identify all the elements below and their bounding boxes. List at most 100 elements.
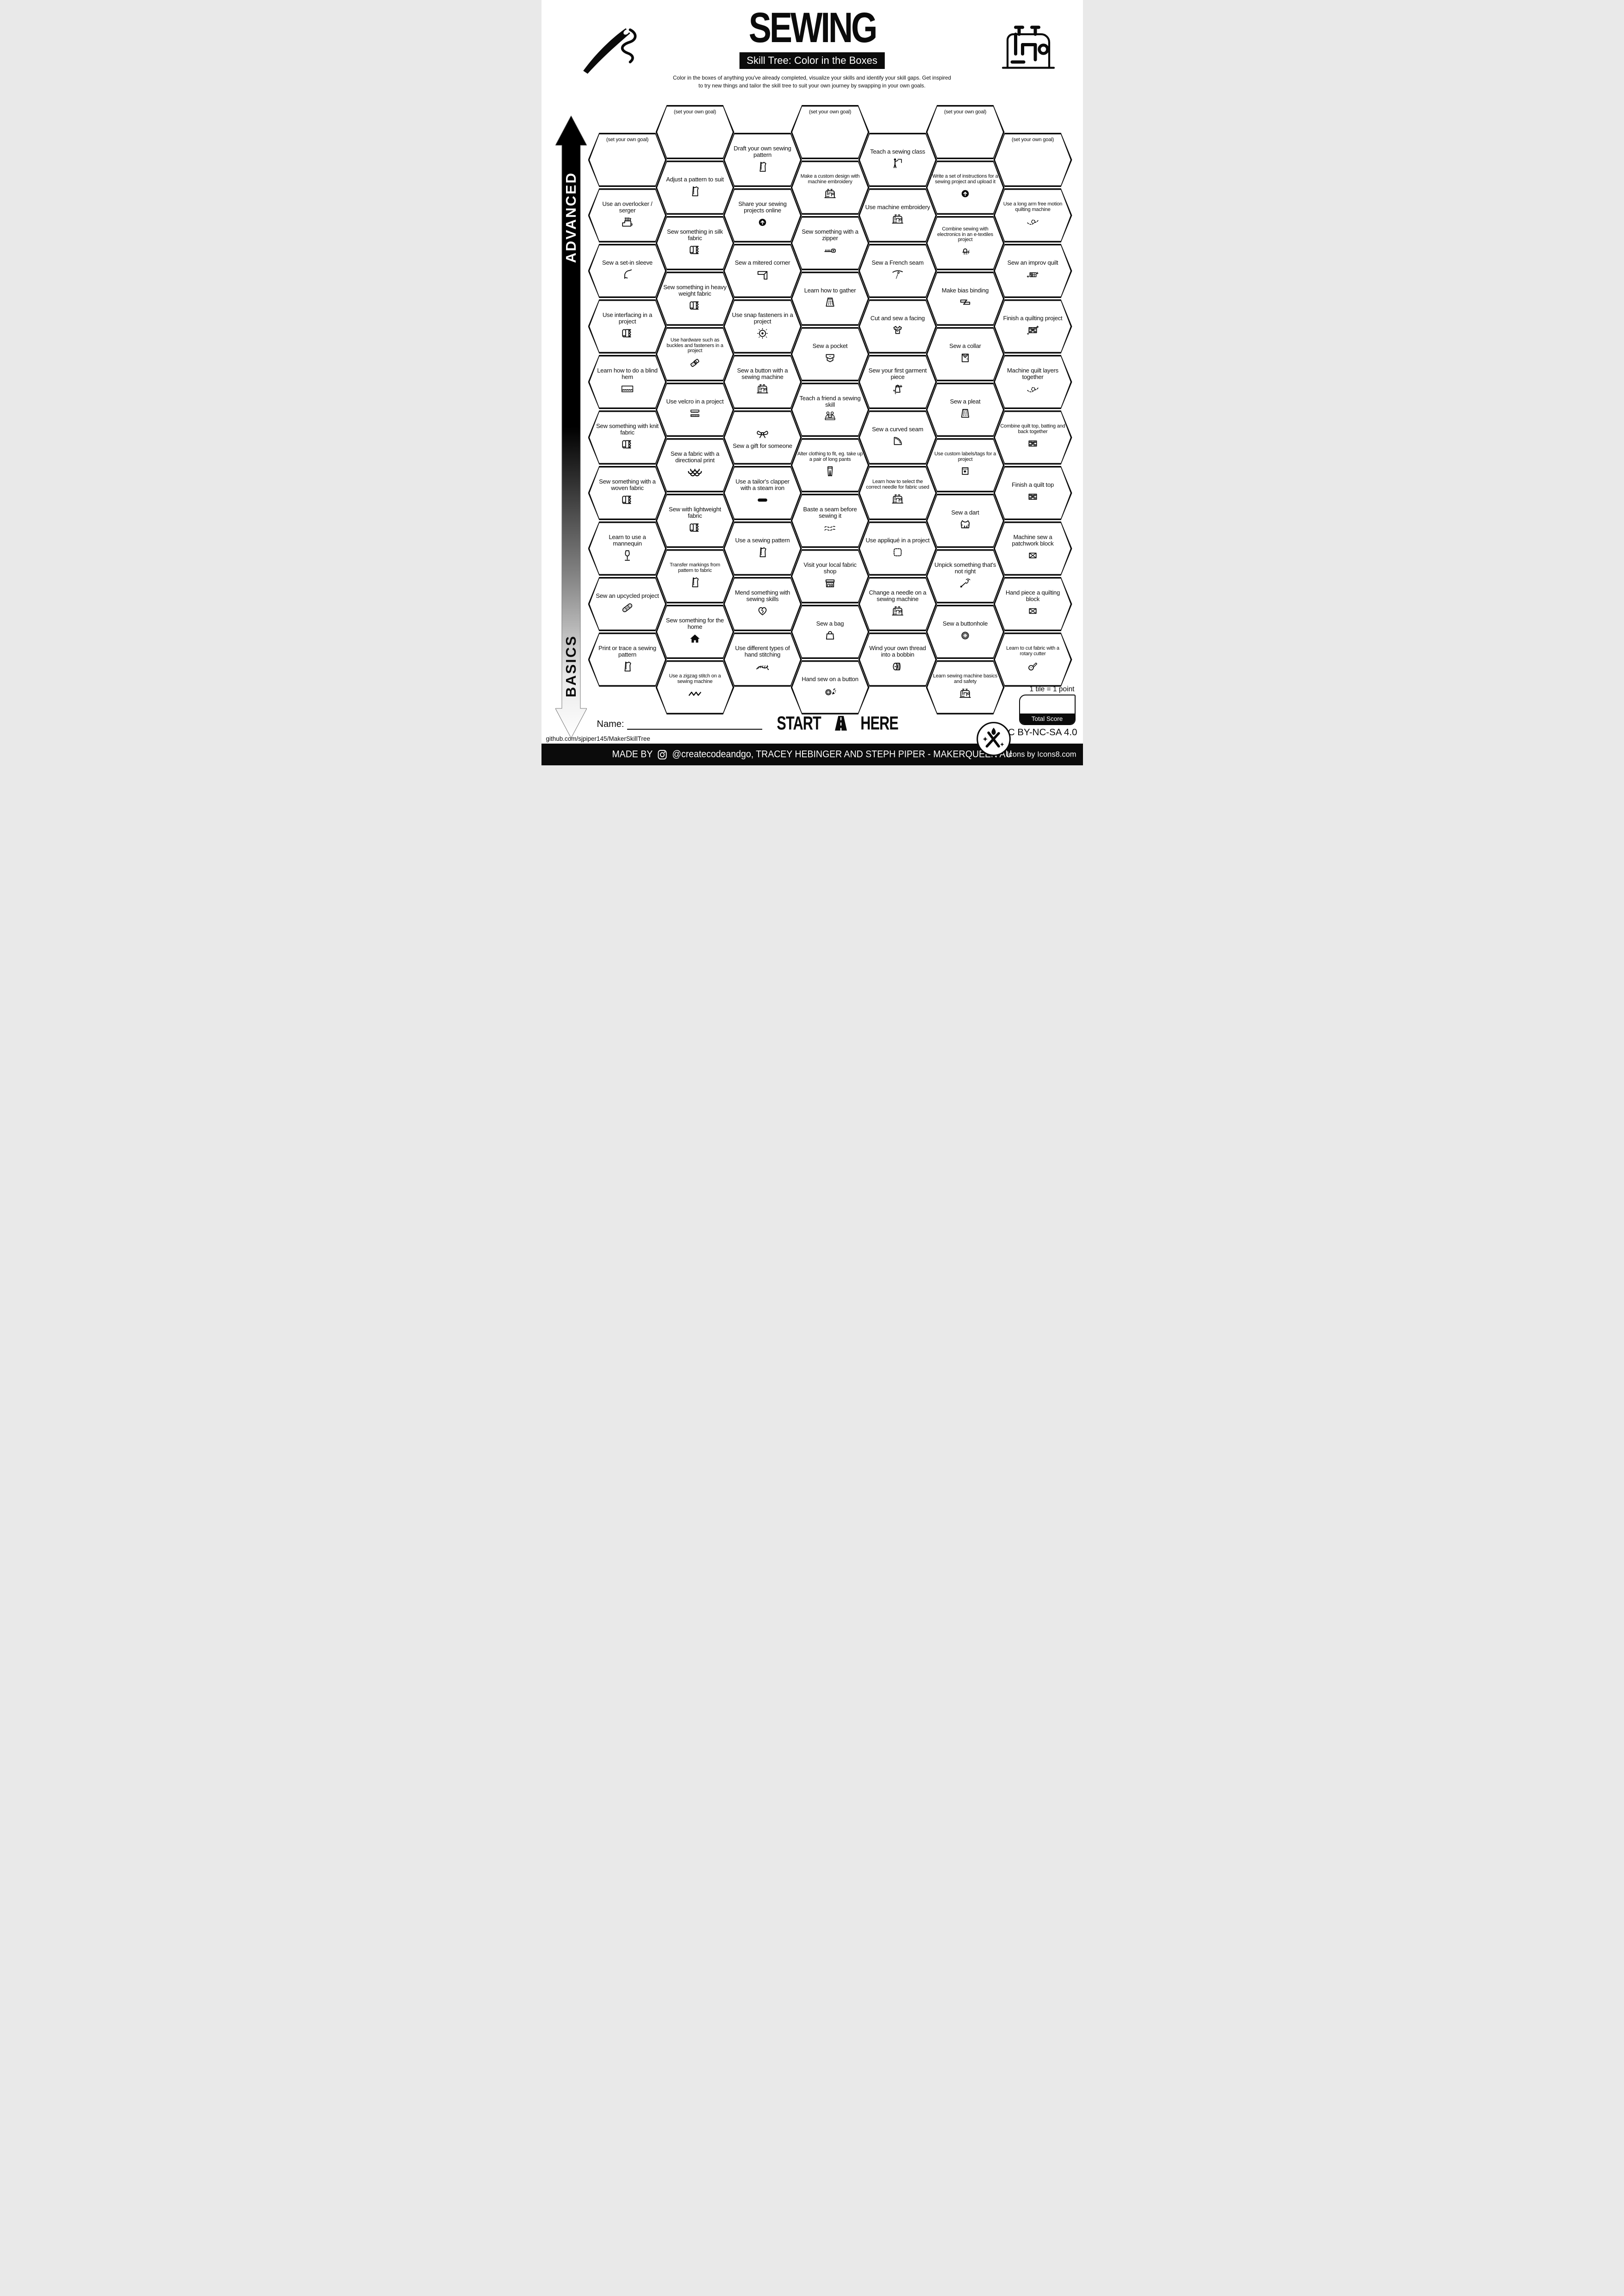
skill-tile[interactable]: Sew something with a zipper [791,216,870,270]
skill-tile[interactable]: Mend something with sewing skills [723,577,802,631]
hex-border [588,633,667,687]
skill-tile[interactable]: Use snap fasteners in a project [723,299,802,354]
skill-tile-label: Hand piece a quilting block [1005,589,1060,602]
skill-tile[interactable]: (set your own goal) [994,133,1072,187]
skill-tile[interactable]: Combine sewing with electronics in an e-… [926,216,1005,270]
skill-tile[interactable]: Learn sewing machine basics and safety [926,660,1005,714]
skill-tile[interactable]: Use an overlocker / serger [588,188,667,242]
skill-tile[interactable]: Machine sew a patchwork block [994,521,1072,576]
hex-border [926,216,1005,270]
hex-border [791,161,870,215]
skill-tile[interactable]: Teach a sewing class [859,133,937,187]
skill-tile[interactable]: Use hardware such as buckles and fastene… [656,327,734,381]
hex-border [994,355,1072,409]
skill-tile[interactable]: Make bias binding [926,272,1005,326]
skill-tile[interactable]: (set your own goal) [656,105,734,159]
skill-tile[interactable]: Teach a friend a sewing skill [791,383,870,437]
skill-tile-label: Sew something with knit fabric [596,422,659,436]
skill-tile[interactable]: Sew an improv quilt [994,244,1072,298]
skill-tile[interactable]: Draft your own sewing pattern [723,133,802,187]
skill-tile[interactable]: Use interfacing in a project [588,299,667,354]
skill-tile[interactable]: Share your sewing projects online [723,188,802,242]
skill-tile[interactable]: Sew a bag [791,605,870,659]
hex-border [994,577,1072,631]
skill-tile-label: Use interfacing in a project [602,311,653,325]
skill-tile[interactable]: Use a sewing pattern [723,521,802,576]
skill-tile[interactable]: Print or trace a sewing pattern [588,633,667,687]
skill-tile[interactable]: Sew a mitered corner [723,244,802,298]
skill-tile[interactable]: Use different types of hand stitching [723,633,802,687]
skill-tile[interactable]: Sew a pleat [926,383,1005,437]
skill-tile[interactable]: Baste a seam before sewing it [791,494,870,548]
skill-tile[interactable]: Combine quilt top, batting and back toge… [994,410,1072,465]
skill-tile[interactable]: Sew an upcycled project [588,577,667,631]
skill-tile[interactable]: Visit your local fabric shop [791,549,870,603]
skill-tile[interactable]: Sew a collar [926,327,1005,381]
skill-tile[interactable]: Hand piece a quilting block [994,577,1072,631]
skill-tile[interactable]: Sew your first garment piece [859,355,937,409]
skill-tile[interactable]: Sew a pocket [791,327,870,381]
hex-border [791,216,870,270]
skill-tile[interactable]: Adjust a pattern to suit [656,161,734,215]
skill-tile[interactable]: Learn how to select the correct needle f… [859,466,937,520]
skill-tile[interactable]: Sew something with knit fabric [588,410,667,465]
skill-tile[interactable]: Make a custom design with machine embroi… [791,161,870,215]
total-score-box[interactable]: Total Score [1019,695,1076,725]
skill-tile[interactable]: Use machine embroidery [859,188,937,242]
skill-tile[interactable]: Sew something for the home [656,605,734,659]
skill-tile-label: Combine quilt top, batting and back toge… [1000,423,1065,434]
skill-tile[interactable]: Unpick something that's not right [926,549,1005,603]
skill-tile[interactable]: Use a tailor's clapper with a steam iron [723,466,802,520]
rotary-icon [1025,658,1040,673]
skill-tile[interactable]: Transfer markings from pattern to fabric [656,549,734,603]
skill-tile[interactable]: Learn how to do a blind hem [588,355,667,409]
skill-tile[interactable]: Hand sew on a button [791,660,870,714]
skill-tile[interactable]: Sew a dart [926,494,1005,548]
skill-tile[interactable]: Learn to use a mannequin [588,521,667,576]
skill-tile[interactable]: Sew a fabric with a directional print [656,438,734,492]
skill-tile[interactable]: Sew a set-in sleeve [588,244,667,298]
skill-tile[interactable]: Use custom labels/tags for a project [926,438,1005,492]
skill-tile[interactable]: Change a needle on a sewing machine [859,577,937,631]
skill-tile-label: Sew a bag [816,620,844,627]
hex-border [859,355,937,409]
skill-tile[interactable]: Learn how to gather [791,272,870,326]
skill-tile[interactable]: Sew with lightweight fabric [656,494,734,548]
skill-tile[interactable]: Finish a quilting project [994,299,1072,354]
skill-tile[interactable]: Wind your own thread into a bobbin [859,633,937,687]
skill-tile[interactable]: Finish a quilt top [994,466,1072,520]
skill-tile[interactable]: Learn to cut fabric with a rotary cutter [994,633,1072,687]
skill-tile[interactable]: Write a set of instructions for a sewing… [926,161,1005,215]
skill-tile-label: Sew something with a zipper [802,228,859,242]
skill-tile-label: (set your own goal) [1011,137,1054,143]
skill-tile[interactable]: Use a long arm free motion quilting mach… [994,188,1072,242]
hex-border [791,494,870,548]
hex-border [656,383,734,437]
skill-tile[interactable]: Cut and sew a facing [859,299,937,354]
skill-tile[interactable]: Sew something with a woven fabric [588,466,667,520]
machine-icon [890,211,905,227]
skill-tile-label: Sew a curved seam [872,425,923,433]
skill-tile[interactable]: Sew something in heavy weight fabric [656,272,734,326]
skill-tile[interactable]: Use appliqué in a project [859,521,937,576]
skill-tile[interactable]: Machine quilt layers together [994,355,1072,409]
skill-tile-label: Cut and sew a facing [870,314,925,322]
skill-tile[interactable]: Use velcro in a project [656,383,734,437]
skill-tile[interactable]: Sew a button with a sewing machine [723,355,802,409]
name-input-line[interactable] [627,720,763,730]
frenchseam-icon [890,267,905,282]
hex-border [656,438,734,492]
skill-tile[interactable]: (set your own goal) [588,133,667,187]
skill-tile[interactable]: Sew something in silk fabric [656,216,734,270]
skill-tile-label: Learn to cut fabric with a rotary cutter [1006,645,1059,657]
skill-tile[interactable]: Sew a buttonhole [926,605,1005,659]
skill-tile[interactable]: Sew a French seam [859,244,937,298]
skill-tile[interactable]: (set your own goal) [926,105,1005,159]
skill-tile[interactable]: Sew a gift for someone [723,410,802,465]
hex-border [926,105,1005,159]
skill-tile[interactable]: Use a zigzag stitch on a sewing machine [656,660,734,714]
skill-tile[interactable]: (set your own goal) [791,105,870,159]
skill-tile[interactable]: Sew a curved seam [859,410,937,465]
name-label: Name: [597,719,624,729]
skill-tile[interactable]: Alter clothing to fit, eg. take up a pai… [791,438,870,492]
